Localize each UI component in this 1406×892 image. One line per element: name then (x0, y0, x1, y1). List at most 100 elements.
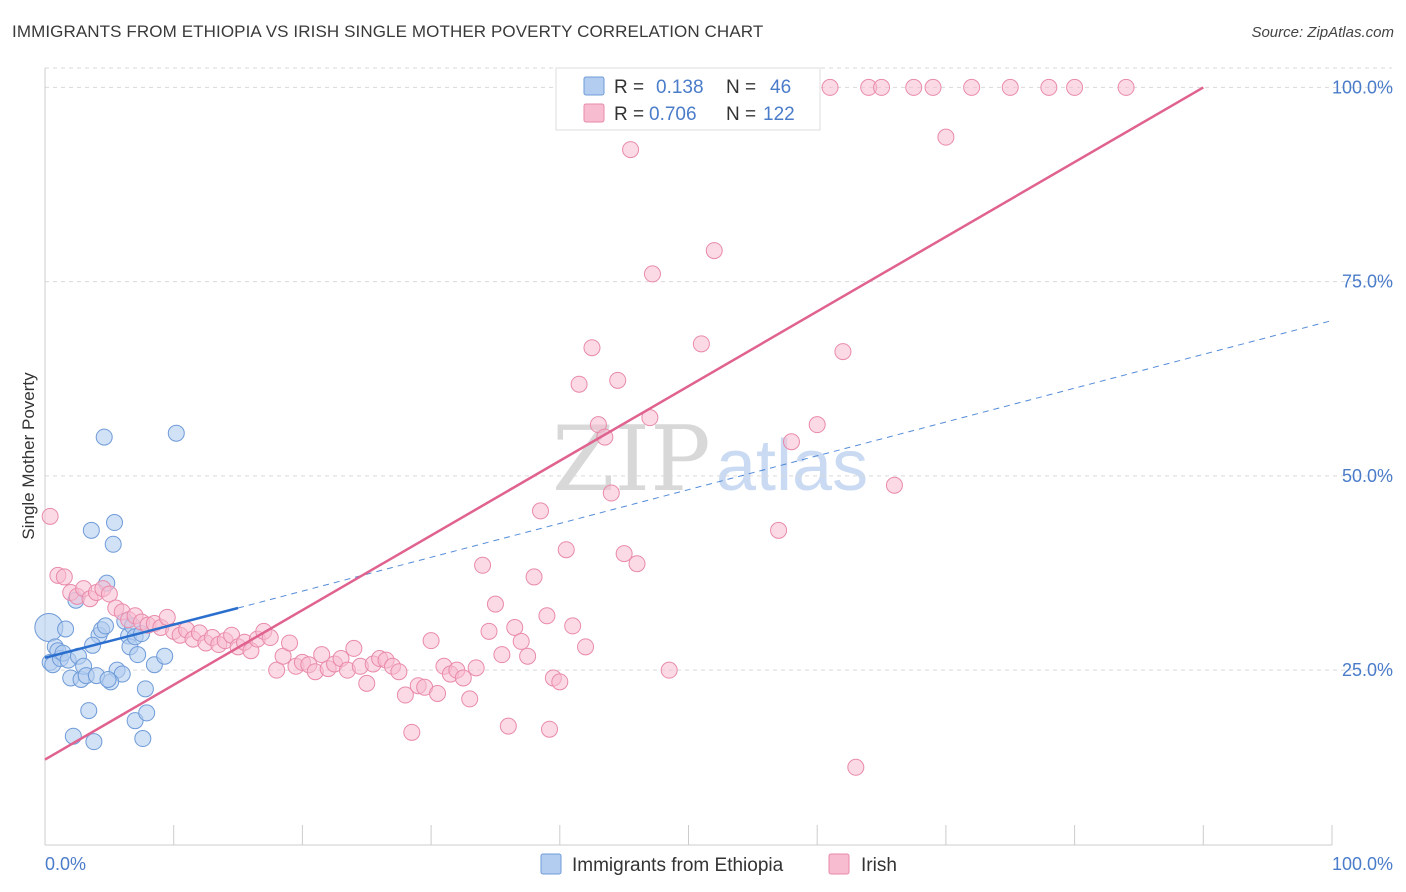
irish-point (905, 78, 923, 96)
irish-point (313, 646, 331, 664)
irish-point (480, 622, 498, 640)
ethiopia-trend-extension (237, 320, 1333, 609)
x-tick-label: 0.0% (45, 854, 86, 874)
legend-swatch-ethiopia (583, 76, 605, 96)
ethiopia-point (136, 680, 154, 698)
irish-point (499, 717, 517, 735)
irish-point (937, 128, 955, 146)
irish-point (622, 141, 640, 159)
irish-point (506, 618, 524, 636)
ethiopia-point (129, 646, 147, 664)
irish-point (493, 646, 511, 664)
irish-point (615, 545, 633, 563)
irish-point (628, 555, 646, 573)
irish-point (519, 647, 537, 665)
irish-point (808, 416, 826, 434)
legend-n-label-ethiopia: N = (726, 77, 756, 98)
irish-point (268, 661, 286, 679)
irish-point (609, 371, 627, 389)
irish-point (1040, 78, 1058, 96)
irish-point (358, 674, 376, 692)
irish-point (570, 375, 588, 393)
irish-series (41, 78, 1135, 776)
irish-point (1001, 78, 1019, 96)
irish-point (834, 343, 852, 361)
ethiopia-point (82, 521, 100, 539)
legend-n-value-ethiopia: 46 (770, 77, 791, 98)
irish-point (390, 663, 408, 681)
irish-point (557, 541, 575, 559)
irish-point (345, 639, 363, 657)
irish-point (512, 632, 530, 650)
legend-n-label-irish: N = (726, 104, 756, 125)
axes: Single Mother Poverty 25.0% 50.0% 75.0% 100… (19, 68, 1393, 874)
irish-point (100, 585, 118, 603)
irish-point (583, 339, 601, 357)
legend-r-label-irish: R = (614, 104, 644, 125)
irish-point (821, 78, 839, 96)
y-tick-label: 75.0% (1342, 272, 1393, 292)
irish-point (577, 638, 595, 656)
irish-point (281, 634, 299, 652)
ethiopia-point (96, 617, 114, 635)
irish-point (602, 484, 620, 502)
trend-lines (44, 86, 1333, 761)
bottom-legend-label-ethiopia: Immigrants from Ethiopia (572, 855, 784, 876)
irish-point (770, 521, 788, 539)
bottom-legend-swatch-irish (828, 853, 850, 875)
chart-title: IMMIGRANTS FROM ETHIOPIA VS IRISH SINGLE… (12, 22, 764, 41)
irish-point (467, 659, 485, 677)
irish-point (692, 335, 710, 353)
irish-point (564, 617, 582, 635)
irish-point (1117, 78, 1135, 96)
irish-point (525, 568, 543, 586)
legend-n-value-irish: 122 (763, 104, 795, 125)
ethiopia-point (99, 670, 117, 688)
irish-point (396, 686, 414, 704)
ethiopia-point (105, 514, 123, 532)
bottom-legend-swatch-ethiopia (540, 853, 562, 875)
irish-point (486, 595, 504, 613)
ethiopia-point (85, 733, 103, 751)
irish-point (551, 673, 569, 691)
irish-point (531, 502, 549, 520)
irish-point (782, 433, 800, 451)
ethiopia-point (95, 428, 113, 446)
ethiopia-point (156, 647, 174, 665)
irish-point (924, 78, 942, 96)
y-tick-label: 50.0% (1342, 466, 1393, 486)
irish-point (461, 690, 479, 708)
irish-point (429, 684, 447, 702)
irish-point (454, 669, 472, 687)
irish-point (873, 78, 891, 96)
bottom-legend-label-irish: Irish (861, 855, 897, 876)
irish-point (963, 78, 981, 96)
x-tick-label: 100.0% (1332, 854, 1393, 874)
ethiopia-trend-line (44, 606, 239, 659)
irish-point (660, 661, 678, 679)
bottom-legend: Immigrants from Ethiopia Irish (540, 853, 897, 876)
legend-r-value-ethiopia: 0.138 (656, 77, 704, 98)
legend-r-value-irish: 0.706 (649, 104, 697, 125)
irish-point (541, 720, 559, 738)
irish-point (847, 758, 865, 776)
irish-point (474, 556, 492, 574)
watermark: ZIP atlas (552, 407, 868, 512)
ethiopia-point (57, 620, 75, 638)
source-credit: Source: ZipAtlas.com (1251, 24, 1394, 41)
irish-point (41, 507, 59, 525)
irish-point (422, 632, 440, 650)
ethiopia-point (167, 424, 185, 442)
irish-point (538, 607, 556, 625)
legend-r-label-ethiopia: R = (614, 77, 644, 98)
ethiopia-point (138, 704, 156, 722)
ethiopia-point (80, 702, 98, 720)
irish-trend-line (44, 86, 1204, 761)
ethiopia-point (104, 535, 122, 553)
y-axis-label: Single Mother Poverty (19, 372, 38, 540)
y-tick-label: 25.0% (1342, 660, 1393, 680)
irish-point (1066, 78, 1084, 96)
irish-point (885, 476, 903, 494)
irish-point (705, 242, 723, 260)
